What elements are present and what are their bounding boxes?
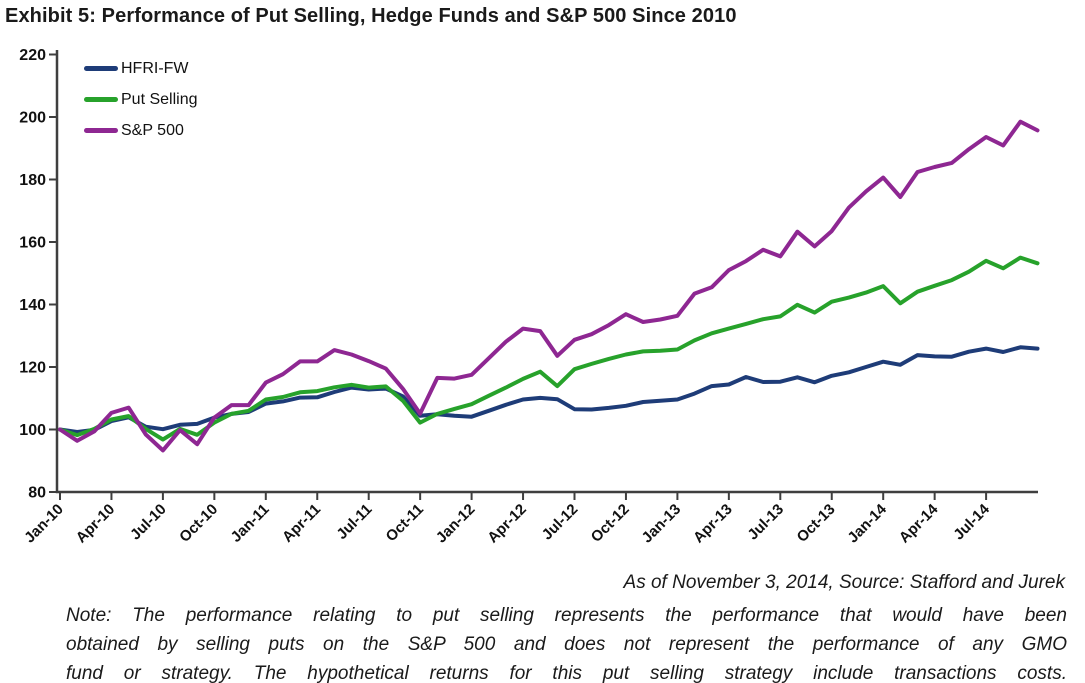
x-axis-label: Apr-13	[690, 501, 736, 547]
y-axis-label: 220	[19, 47, 46, 64]
y-axis-label: 180	[19, 172, 46, 189]
legend-item-sp500: S&P 500	[84, 115, 198, 146]
legend-item-put-selling: Put Selling	[84, 84, 198, 115]
x-axis-label: Jan-11	[228, 501, 273, 546]
footnote-line: Note: The performance relating to put se…	[66, 605, 1067, 626]
y-axis-label: 160	[19, 235, 46, 252]
x-axis-label: Apr-12	[484, 501, 530, 547]
legend: HFRI-FW Put Selling S&P 500	[84, 53, 198, 146]
series-line-put-selling	[58, 255, 1040, 442]
legend-item-hfri-fw: HFRI-FW	[84, 53, 198, 84]
x-axis-label: Jan-12	[433, 501, 479, 547]
x-axis-label: Apr-10	[73, 501, 119, 547]
footnote-line: fund or strategy. The hypothetical retur…	[66, 663, 1067, 683]
x-axis-label: Oct-11	[383, 501, 427, 545]
hfri-fw-line-swatch	[84, 66, 118, 71]
x-axis-label: Oct-10	[176, 501, 221, 546]
y-axis-label: 100	[19, 422, 46, 439]
y-axis-label: 120	[19, 360, 46, 377]
sp500-line-swatch	[84, 128, 118, 133]
x-axis-label: Jul-11	[333, 501, 375, 543]
x-axis-label: Oct-12	[588, 501, 633, 546]
put-selling-line-swatch	[84, 97, 118, 102]
x-axis-label: Jul-12	[539, 501, 582, 544]
footnote: Note: The performance relating to put se…	[66, 601, 1067, 683]
legend-label: S&P 500	[121, 121, 184, 139]
series-line-s-p-500	[58, 119, 1040, 453]
x-axis-label: Jul-14	[950, 500, 993, 543]
legend-label: HFRI-FW	[121, 59, 189, 77]
x-axis-label: Jan-13	[639, 501, 685, 547]
y-axis-label: 140	[19, 297, 46, 314]
footnote-line: obtained by selling puts on the S&P 500 …	[66, 634, 1067, 655]
x-axis-label: Jan-14	[844, 500, 890, 546]
legend-label: Put Selling	[121, 90, 198, 108]
y-axis-label: 200	[19, 110, 46, 127]
chart-title: Exhibit 5: Performance of Put Selling, H…	[5, 5, 737, 27]
x-axis-label: Jan-10	[21, 501, 67, 547]
x-axis-label: Apr-14	[896, 500, 942, 546]
x-axis-label: Jul-13	[744, 501, 787, 544]
y-axis-label: 80	[28, 485, 46, 502]
x-axis-label: Apr-11	[279, 501, 324, 546]
x-axis-label: Oct-13	[794, 501, 839, 546]
source-attribution: As of November 3, 2014, Source: Stafford…	[623, 572, 1065, 593]
series-line-hfri-fw	[58, 345, 1040, 434]
x-axis-label: Jul-10	[127, 501, 170, 544]
axis-lines	[55, 50, 1038, 494]
